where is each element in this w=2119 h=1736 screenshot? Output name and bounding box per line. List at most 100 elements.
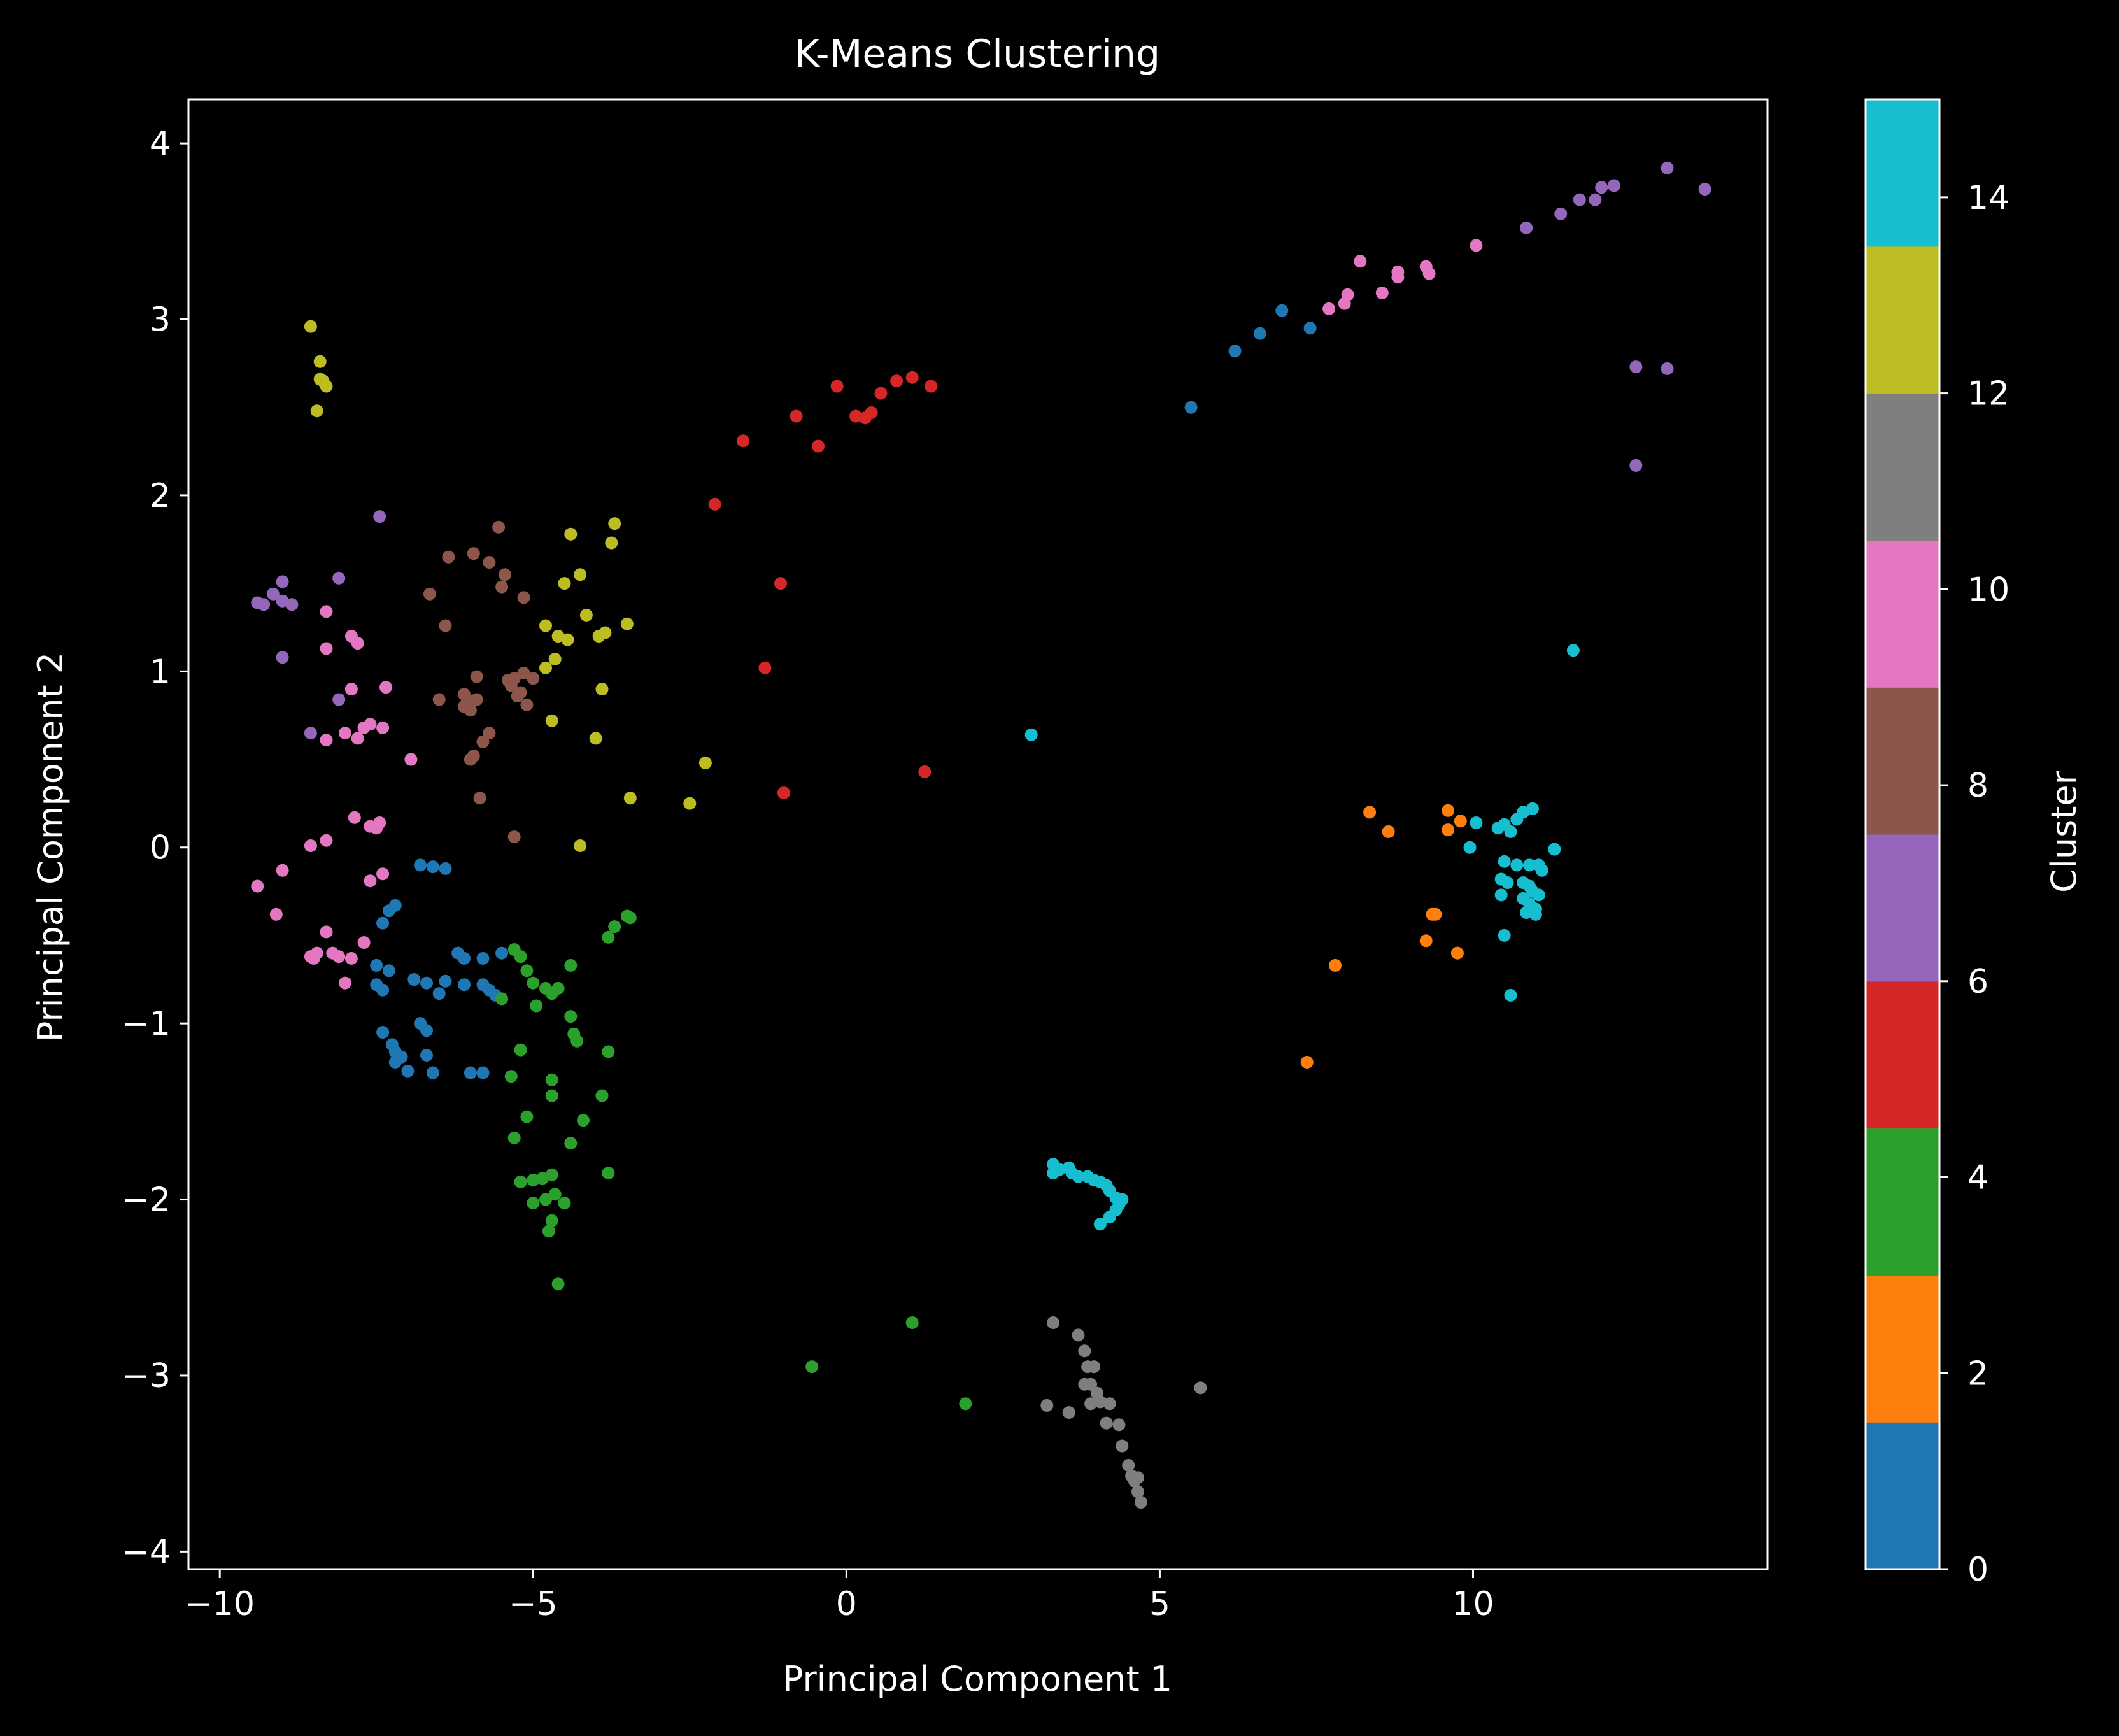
data-point (1354, 255, 1367, 268)
data-point (602, 930, 615, 944)
data-point (520, 964, 534, 978)
data-point (1382, 825, 1395, 838)
data-point (1470, 239, 1483, 252)
data-point (539, 661, 552, 674)
data-point (1363, 806, 1377, 819)
data-point (432, 693, 446, 706)
data-point (470, 693, 483, 706)
data-point (1463, 841, 1477, 854)
data-point (890, 374, 904, 388)
data-point (1529, 907, 1542, 921)
data-point (379, 681, 392, 694)
data-point (545, 1089, 558, 1102)
x-tick-label: 10 (1452, 1585, 1494, 1623)
y-axis-label: Principal Component 2 (31, 652, 71, 1042)
data-point (269, 907, 283, 921)
data-point (339, 727, 351, 740)
data-point (1131, 1485, 1144, 1498)
plot-background (188, 99, 1768, 1569)
colorbar-band (1866, 834, 1939, 982)
y-tick-label: 0 (150, 829, 171, 867)
data-point (276, 651, 289, 664)
x-tick-label: 0 (836, 1585, 857, 1623)
colorbar-band (1866, 687, 1939, 835)
data-point (564, 1010, 578, 1023)
data-point (376, 867, 390, 881)
data-point (376, 916, 390, 930)
data-point (1134, 1496, 1147, 1509)
y-tick-label: 2 (150, 477, 171, 515)
data-point (310, 404, 323, 418)
data-point (351, 732, 364, 745)
data-point (504, 679, 518, 692)
data-point (551, 981, 565, 995)
data-point (567, 1027, 581, 1041)
data-point (439, 974, 452, 988)
data-point (357, 936, 371, 949)
data-point (708, 497, 721, 511)
data-point (1131, 1471, 1144, 1484)
data-point (805, 1360, 819, 1374)
data-point (918, 765, 932, 778)
data-point (370, 958, 383, 972)
colorbar-tick-label: 4 (1967, 1159, 1988, 1197)
data-point (1554, 207, 1568, 220)
data-point (595, 1089, 609, 1102)
data-point (388, 1055, 402, 1069)
data-point (520, 698, 534, 711)
data-point (561, 633, 574, 646)
colorbar-tick-label: 8 (1967, 767, 1988, 805)
data-point (579, 608, 593, 622)
data-point (1419, 934, 1433, 948)
cluster-group (251, 161, 1712, 740)
data-point (320, 605, 333, 618)
cluster-group (495, 909, 972, 1411)
data-point (517, 591, 530, 604)
data-point (548, 1188, 562, 1201)
cluster-group (370, 304, 1317, 1079)
data-point (1526, 802, 1539, 815)
data-point (376, 1026, 390, 1039)
data-point (483, 727, 496, 740)
data-point (1103, 1211, 1116, 1224)
data-point (499, 568, 511, 581)
colorbar-frame (1864, 98, 1941, 1570)
data-point (1275, 304, 1289, 317)
data-point (1194, 1381, 1207, 1395)
data-point (1052, 1163, 1066, 1176)
data-point (1322, 302, 1336, 315)
data-point (1566, 644, 1580, 657)
data-point (1595, 181, 1608, 194)
data-point (545, 1073, 558, 1086)
data-point (595, 683, 609, 695)
cluster-group (251, 239, 1483, 990)
chart-title: K-Means Clustering (795, 32, 1160, 76)
data-point (351, 637, 364, 650)
data-point (432, 987, 446, 1000)
data-point (332, 571, 346, 585)
data-point (830, 380, 844, 393)
colorbar-band (1866, 1275, 1939, 1423)
colorbar-band (1866, 99, 1939, 247)
data-point (1300, 1055, 1314, 1069)
colorbar-tick-label: 0 (1967, 1551, 1988, 1589)
data-point (520, 1110, 534, 1123)
colorbar-label: Cluster (2044, 770, 2084, 892)
data-point (564, 958, 578, 972)
data-point (476, 735, 490, 748)
colorbar-band (1866, 981, 1939, 1129)
data-point (401, 1064, 415, 1078)
data-point (320, 380, 333, 393)
data-point (376, 721, 390, 734)
data-point (1520, 906, 1533, 919)
data-point (558, 1197, 571, 1210)
colorbar-tick-label: 6 (1967, 963, 1988, 1001)
data-point (542, 1225, 555, 1238)
x-tick-label: −5 (509, 1585, 558, 1623)
data-point (1072, 1328, 1085, 1342)
data-point (1303, 322, 1317, 335)
data-point (364, 874, 377, 888)
data-point (1498, 928, 1511, 942)
